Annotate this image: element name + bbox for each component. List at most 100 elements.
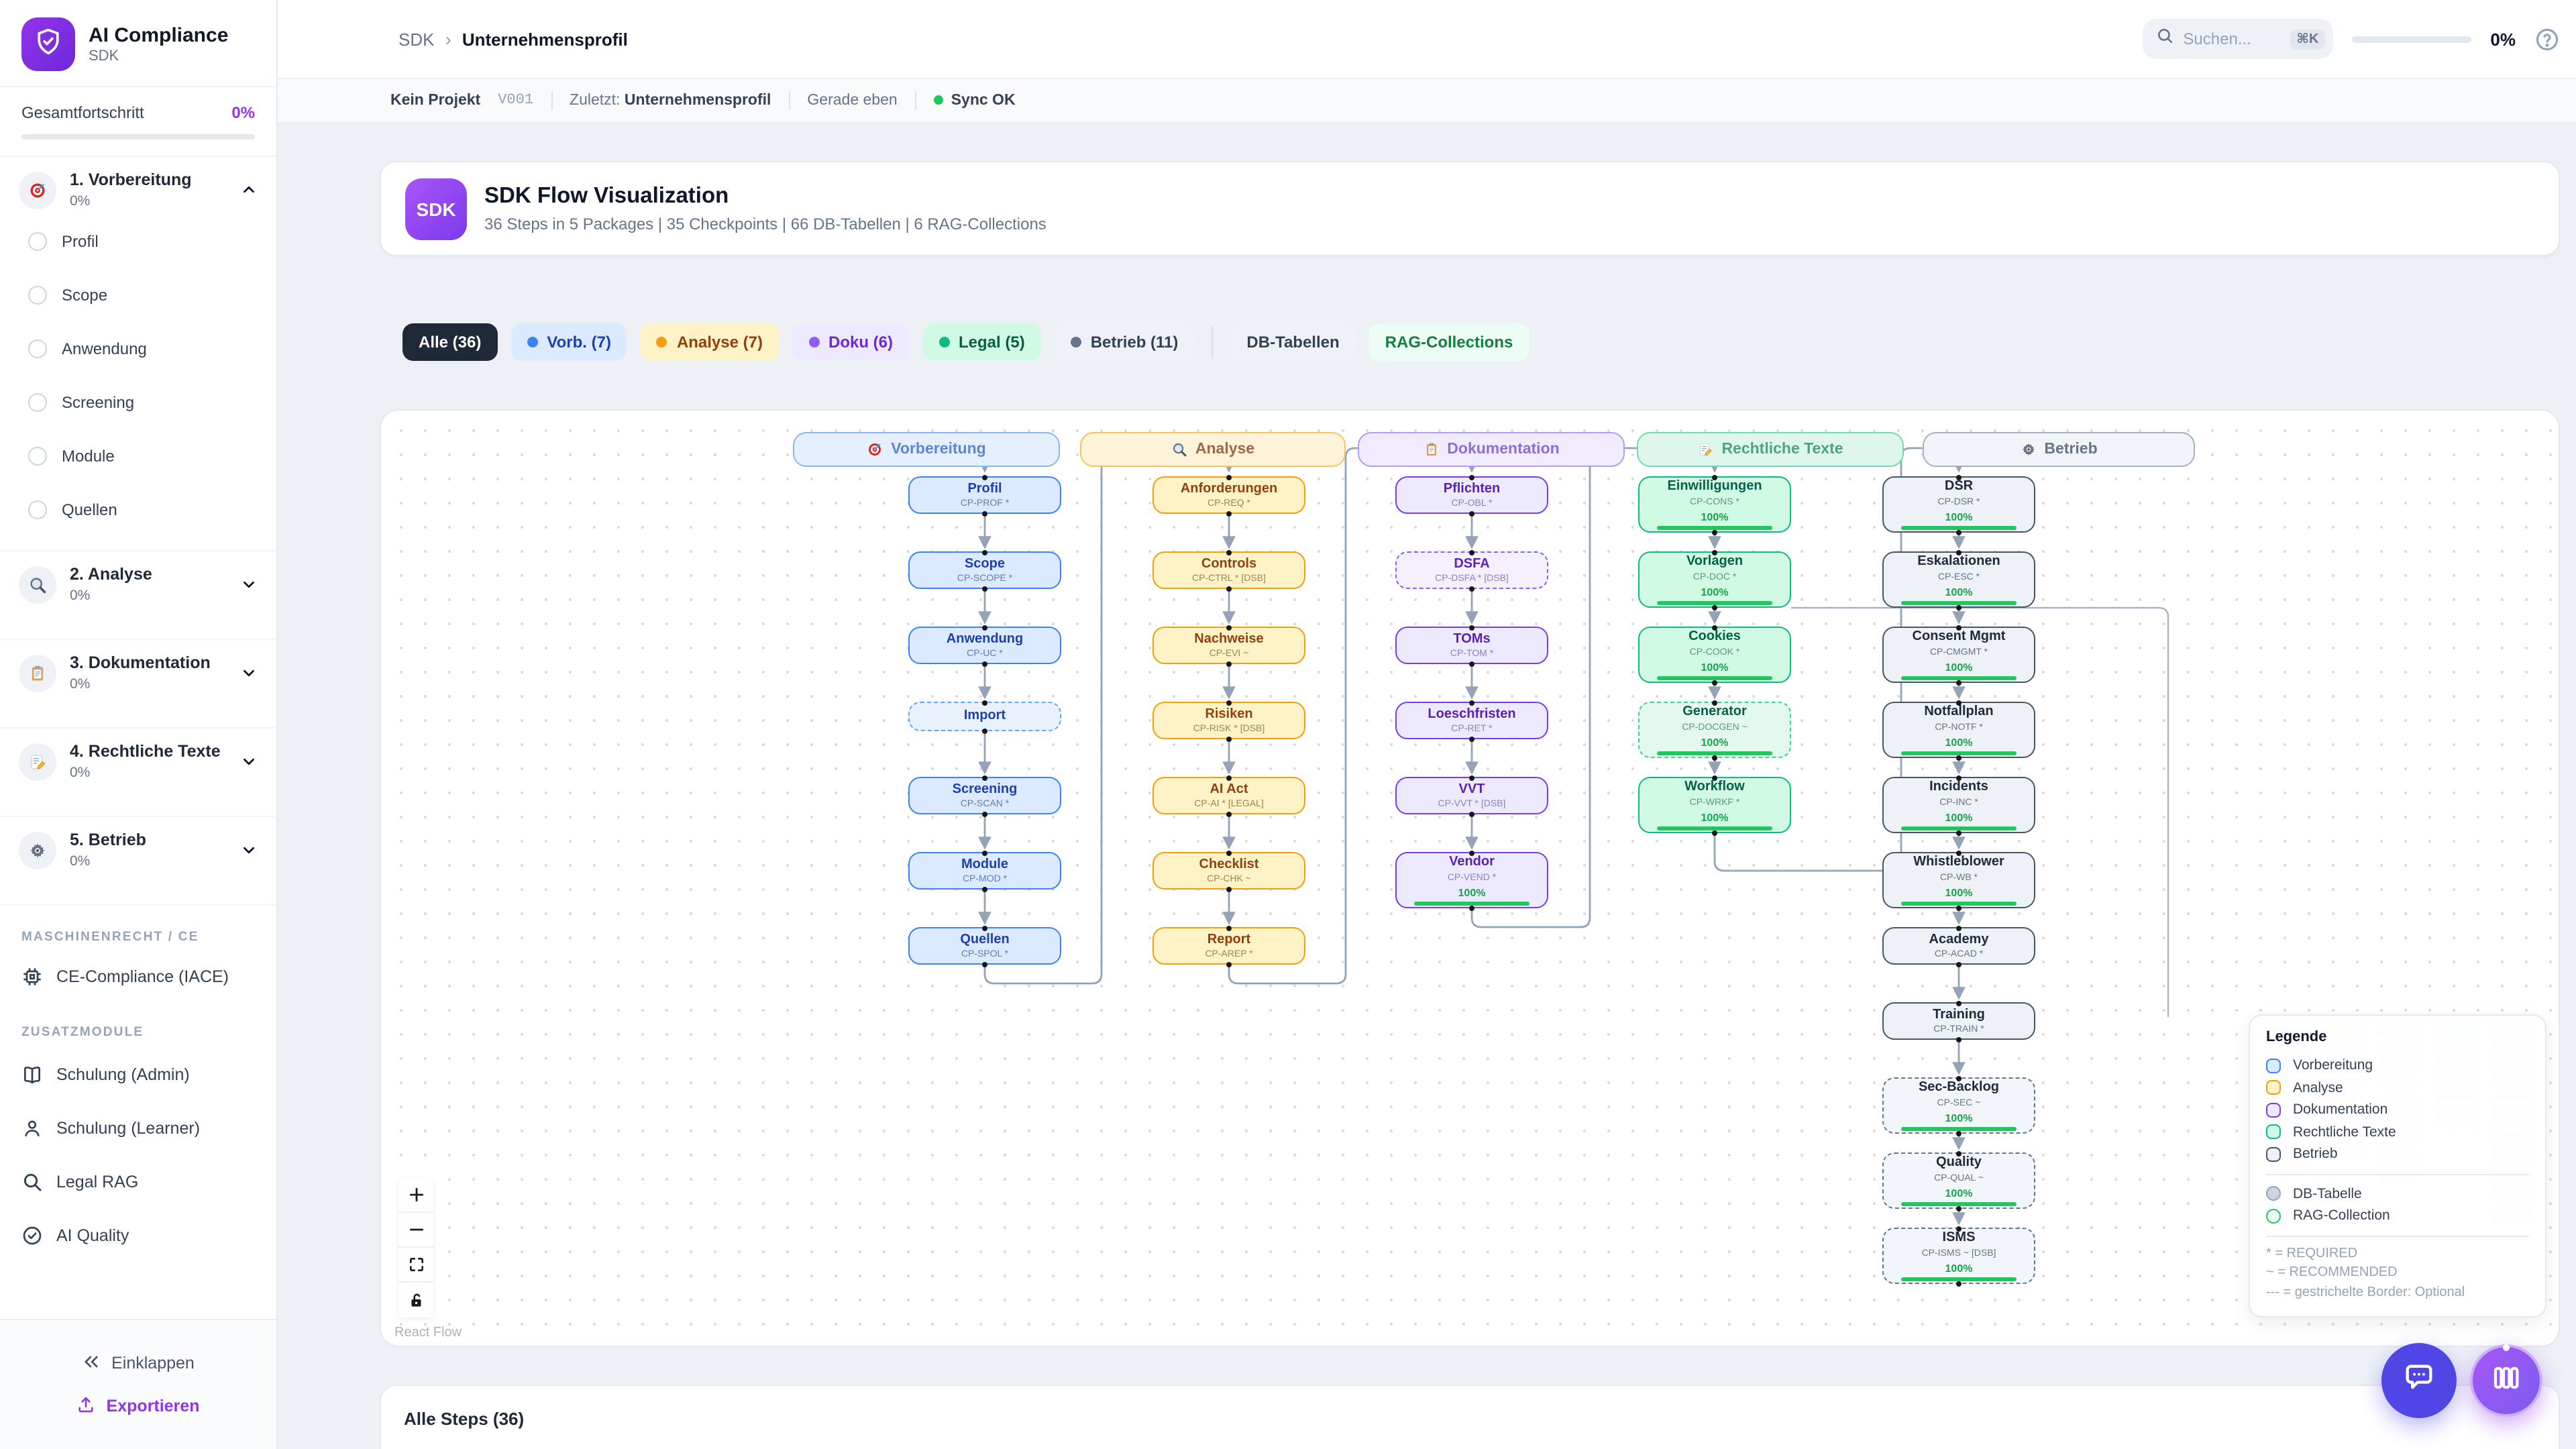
analyse-swatch — [2266, 1080, 2281, 1095]
collapse-sidebar-button[interactable]: Einklappen — [82, 1352, 195, 1375]
react-flow-attribution: React Flow — [394, 1326, 462, 1340]
lock-toggle-button[interactable] — [398, 1283, 433, 1318]
flow-node-isms[interactable]: ISMS CP-ISMS ~ [DSB] 100% — [1882, 1228, 2035, 1284]
filter-pill-alle-36-[interactable]: Alle (36) — [402, 323, 498, 361]
filter-pill-vorb-7-[interactable]: Vorb. (7) — [511, 323, 627, 361]
sidebar-item--analyse[interactable]: 2. Analyse 0% — [19, 565, 258, 604]
magnifier-icon — [28, 575, 47, 594]
target-icon — [867, 441, 883, 458]
sidebar-item--vorbereitung[interactable]: 1. Vorbereitung 0% — [19, 170, 258, 209]
package-header-analyse[interactable]: Analyse — [1080, 432, 1346, 467]
flow-node-consent-mgmt[interactable]: Consent Mgmt CP-CMGMT * 100% — [1882, 627, 2035, 683]
legend-title: Legende — [2266, 1029, 2327, 1045]
export-button[interactable]: Exportieren — [77, 1395, 199, 1417]
node-progress-bar — [1901, 1277, 2017, 1281]
package-header-dokumentation[interactable]: Dokumentation — [1358, 432, 1625, 467]
flow-node-anwendung[interactable]: Anwendung CP-UC * — [908, 627, 1061, 664]
legend-note-required: * = REQUIRED — [2266, 1246, 2358, 1260]
sidebar-item--dokumentation[interactable]: 3. Dokumentation 0% — [19, 653, 258, 692]
chevron-down-icon — [240, 664, 258, 682]
sidebar-item--rechtliche-texte[interactable]: 4. Rechtliche Texte 0% — [19, 742, 258, 781]
fit-view-button[interactable] — [398, 1248, 433, 1283]
sidebar-footer: Einklappen Exportieren — [0, 1319, 276, 1449]
flow-node-generator[interactable]: Generator CP-DOCGEN ~ 100% — [1638, 702, 1791, 758]
flow-node-notfallplan[interactable]: Notfallplan CP-NOTF * 100% — [1882, 702, 2035, 758]
filter-pill-doku-6-[interactable]: Doku (6) — [792, 323, 909, 361]
flow-node-vendor[interactable]: Vendor CP-VEND * 100% — [1395, 852, 1548, 908]
sidebar-subitem-scope[interactable]: Scope — [19, 268, 258, 322]
filter-pill-analyse-7-[interactable]: Analyse (7) — [640, 323, 779, 361]
node-progress-bar — [1901, 600, 2017, 605]
sidebar-subitem-quellen[interactable]: Quellen — [19, 483, 258, 537]
package-header-betrieb[interactable]: Betrieb — [1923, 432, 2195, 467]
sidebar-item-schulung-learner-[interactable]: Schulung (Learner) — [0, 1102, 276, 1155]
sidebar-item-legal-rag[interactable]: Legal RAG — [0, 1155, 276, 1209]
search-placeholder: Suchen... — [2183, 30, 2251, 48]
flow-node-vvt[interactable]: VVT CP-VVT * [DSB] — [1395, 777, 1548, 814]
sidebar-item-ce-compliance[interactable]: CE-Compliance (IACE) — [0, 953, 276, 1001]
sidebar-item--betrieb[interactable]: 5. Betrieb 0% — [19, 830, 258, 869]
flow-node-toms[interactable]: TOMs CP-TOM * — [1395, 627, 1548, 664]
flow-node-academy[interactable]: Academy CP-ACAD * — [1882, 927, 2035, 965]
flow-node-sec-backlog[interactable]: Sec-Backlog CP-SEC ~ 100% — [1882, 1077, 2035, 1134]
flow-node-profil[interactable]: Profil CP-PROF * — [908, 476, 1061, 514]
flow-node-quality[interactable]: Quality CP-QUAL ~ 100% — [1882, 1152, 2035, 1209]
sidebar-subitem-screening[interactable]: Screening — [19, 376, 258, 429]
flow-node-cookies[interactable]: Cookies CP-COOK * 100% — [1638, 627, 1791, 683]
flow-canvas[interactable]: Vorbereitung Profil CP-PROF * Scope CP-S… — [380, 409, 2560, 1347]
chat-bubble-icon — [2402, 1360, 2436, 1401]
filter-pill-legal-5-[interactable]: Legal (5) — [922, 323, 1041, 361]
package-header-legal[interactable]: Rechtliche Texte — [1637, 432, 1904, 467]
flow-node-module[interactable]: Module CP-MOD * — [908, 852, 1061, 890]
board-fab-button[interactable] — [2470, 1344, 2542, 1417]
filter-pill-rag-collections[interactable]: RAG-Collections — [1368, 323, 1529, 361]
flow-node-screening[interactable]: Screening CP-SCAN * — [908, 777, 1061, 814]
flow-node-eskalationen[interactable]: Eskalationen CP-ESC * 100% — [1882, 551, 2035, 608]
search-input[interactable]: Suchen... ⌘K — [2143, 19, 2334, 59]
flow-node-dsr[interactable]: DSR CP-DSR * 100% — [1882, 476, 2035, 533]
flow-node-einwilligungen[interactable]: Einwilligungen CP-CONS * 100% — [1638, 476, 1791, 533]
flow-node-dsfa[interactable]: DSFA CP-DSFA * [DSB] — [1395, 551, 1548, 589]
filter-pill-db-tabellen[interactable]: DB-Tabellen — [1230, 323, 1356, 361]
node-progress-bar — [1657, 600, 1772, 605]
search-shortcut-badge: ⌘K — [2290, 29, 2326, 49]
flow-node-vorlagen[interactable]: Vorlagen CP-DOC * 100% — [1638, 551, 1791, 608]
flow-node-workflow[interactable]: Workflow CP-WRKF * 100% — [1638, 777, 1791, 833]
help-icon[interactable] — [2534, 26, 2560, 52]
header-progress-value: 0% — [2490, 29, 2516, 49]
sidebar-item-schulung-admin-[interactable]: Schulung (Admin) — [0, 1048, 276, 1102]
flow-node-nachweise[interactable]: Nachweise CP-EVI ~ — [1152, 627, 1305, 664]
package-header-vorbereitung[interactable]: Vorbereitung — [793, 432, 1060, 467]
flow-node-ai-act[interactable]: AI Act CP-AI * [LEGAL] — [1152, 777, 1305, 814]
legend-note-recommended: ~ = RECOMMENDED — [2266, 1265, 2398, 1280]
overall-progress-label: Gesamtfortschritt — [21, 103, 144, 122]
sidebar-subitem-module[interactable]: Module — [19, 429, 258, 483]
chat-fab-button[interactable] — [2381, 1343, 2457, 1418]
flow-node-risiken[interactable]: Risiken CP-RISK * [DSB] — [1152, 702, 1305, 739]
sidebar-subitem-anwendung[interactable]: Anwendung — [19, 322, 258, 376]
flow-node-training[interactable]: Training CP-TRAIN * — [1882, 1002, 2035, 1040]
vorbereitung-swatch — [2266, 1058, 2281, 1073]
step-status-circle-icon — [28, 232, 47, 251]
zoom-out-button[interactable] — [398, 1213, 433, 1248]
filter-dot-icon — [938, 337, 949, 347]
flow-node-checklist[interactable]: Checklist CP-CHK ~ — [1152, 852, 1305, 890]
flow-node-quellen[interactable]: Quellen CP-SPOL * — [908, 927, 1061, 965]
flow-node-import[interactable]: Import — [908, 702, 1061, 731]
step-status-circle-icon — [28, 393, 47, 412]
flow-node-scope[interactable]: Scope CP-SCOPE * — [908, 551, 1061, 589]
flow-node-anforderungen[interactable]: Anforderungen CP-REQ * — [1152, 476, 1305, 514]
flow-node-whistleblower[interactable]: Whistleblower CP-WB * 100% — [1882, 852, 2035, 908]
filter-dot-icon — [527, 337, 538, 347]
sidebar-subitem-profil[interactable]: Profil — [19, 215, 258, 268]
sidebar-item-ai-quality[interactable]: AI Quality — [0, 1209, 276, 1263]
filter-pill-betrieb-11-[interactable]: Betrieb (11) — [1054, 323, 1195, 361]
flow-node-incidents[interactable]: Incidents CP-INC * 100% — [1882, 777, 2035, 833]
flow-node-pflichten[interactable]: Pflichten CP-OBL * — [1395, 476, 1548, 514]
zoom-in-button[interactable] — [398, 1178, 433, 1213]
flow-node-report[interactable]: Report CP-AREP * — [1152, 927, 1305, 965]
breadcrumb-sdk[interactable]: SDK — [398, 29, 435, 49]
flow-node-loeschfristen[interactable]: Loeschfristen CP-RET * — [1395, 702, 1548, 739]
flow-node-controls[interactable]: Controls CP-CTRL * [DSB] — [1152, 551, 1305, 589]
